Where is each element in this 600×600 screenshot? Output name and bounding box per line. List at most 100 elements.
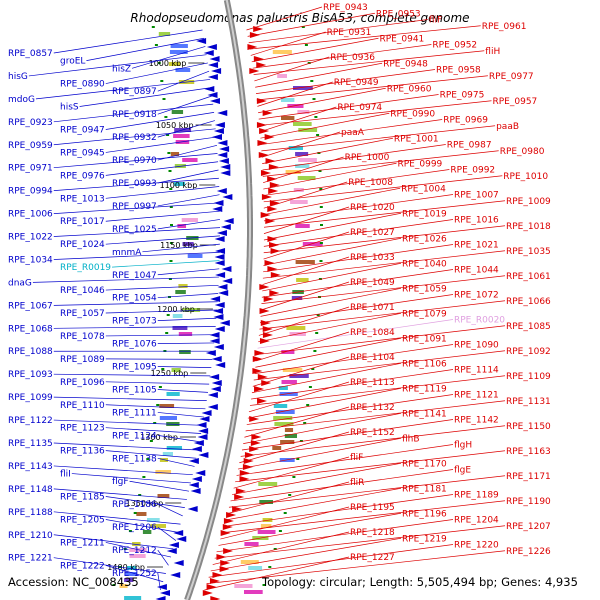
left-gene-label[interactable]: RPE_0970 xyxy=(112,156,157,166)
right-gene-label[interactable]: RPE_1092 xyxy=(506,347,551,357)
right-gene-label[interactable]: flgE xyxy=(454,466,471,476)
right-gene-label[interactable]: RPE_1090 xyxy=(454,341,499,351)
right-gene-label[interactable]: RPE_1009 xyxy=(506,197,551,207)
right-gene-label[interactable]: RPE_1007 xyxy=(454,191,499,201)
right-gene-label[interactable]: RPE_1071 xyxy=(350,303,395,313)
left-gene-label[interactable]: RPE_1088 xyxy=(8,347,53,357)
left-gene-label[interactable]: RPE_1136 xyxy=(60,447,105,457)
left-gene-label[interactable]: RPE_1093 xyxy=(8,370,53,380)
left-gene-label[interactable]: RPE_1096 xyxy=(60,378,105,388)
right-gene-label[interactable]: RPE_1066 xyxy=(506,297,551,307)
left-gene-label[interactable]: RPE_1185 xyxy=(60,493,105,503)
left-gene-label[interactable]: RPE_0945 xyxy=(60,148,105,158)
right-gene-label[interactable]: RPE_1109 xyxy=(506,372,551,382)
right-gene-label[interactable]: RPE_1163 xyxy=(506,447,551,457)
left-gene-label[interactable]: RPE_1186 xyxy=(112,500,157,510)
left-gene-label[interactable]: RPE_1124 xyxy=(112,431,157,441)
left-gene-label[interactable]: RPE_0918 xyxy=(112,110,157,120)
left-gene-label[interactable]: RPE_1057 xyxy=(60,309,105,319)
right-gene-label[interactable]: RPE_1000 xyxy=(345,153,390,163)
left-gene-label[interactable]: RPE_0932 xyxy=(112,133,157,143)
left-gene-label[interactable]: RPE_0890 xyxy=(60,80,105,90)
right-gene-label[interactable]: RPE_1004 xyxy=(401,184,446,194)
left-gene-label[interactable]: RPE_0993 xyxy=(112,179,157,189)
left-gene-label[interactable]: RPE_1078 xyxy=(60,332,105,342)
right-gene-label[interactable]: RPE_0931 xyxy=(327,28,372,38)
left-gene-label[interactable]: RPE_0959 xyxy=(8,141,53,151)
left-gene-label[interactable]: RPE_1022 xyxy=(8,233,53,243)
left-gene-label[interactable]: hisZ xyxy=(112,64,131,74)
right-gene-label[interactable]: RPE_0949 xyxy=(334,78,379,88)
left-gene-label[interactable]: RPE_0857 xyxy=(8,49,53,59)
left-gene-label[interactable]: RPE_0947 xyxy=(60,125,105,135)
right-gene-label[interactable]: RPE_0948 xyxy=(383,59,428,69)
left-gene-label[interactable]: RPE_0994 xyxy=(8,187,53,197)
left-gene-label[interactable]: RPE_1123 xyxy=(60,424,105,434)
right-gene-label[interactable]: RPE_0974 xyxy=(337,103,382,113)
right-gene-label[interactable]: RPE_1196 xyxy=(402,509,447,519)
right-gene-label[interactable]: RPE_1061 xyxy=(506,272,551,282)
right-gene-label[interactable]: RPE_0992 xyxy=(450,166,495,176)
right-gene-label[interactable]: RPE_1219 xyxy=(402,534,447,544)
left-gene-label[interactable]: RPE_1099 xyxy=(8,393,53,403)
right-gene-label[interactable]: fliR xyxy=(350,478,364,488)
right-gene-label[interactable]: RPE_1091 xyxy=(402,334,447,344)
left-gene-label[interactable]: RPE_1122 xyxy=(8,416,53,426)
right-gene-label[interactable]: RPE_1171 xyxy=(506,472,551,482)
left-gene-label[interactable]: RPE_0897 xyxy=(112,87,157,97)
right-gene-label[interactable]: RPE_0943 xyxy=(323,3,368,13)
right-gene-label[interactable]: RPE_0990 xyxy=(390,109,435,119)
right-gene-label[interactable]: paaA xyxy=(341,128,365,138)
left-gene-label[interactable]: RPE_1111 xyxy=(112,408,157,418)
right-gene-label[interactable]: RPE_1044 xyxy=(454,266,499,276)
right-gene-label[interactable]: paaB xyxy=(496,122,519,132)
right-gene-label[interactable]: fliF xyxy=(350,453,363,463)
left-gene-label[interactable]: RPE_R0019 xyxy=(60,263,111,273)
left-gene-label[interactable]: RPE_1135 xyxy=(8,439,53,449)
right-gene-label[interactable]: RPE_1084 xyxy=(350,328,395,338)
right-gene-label[interactable]: RPE_1150 xyxy=(506,422,551,432)
right-gene-label[interactable]: RPE_1207 xyxy=(506,522,551,532)
right-gene-label[interactable]: RPE_1010 xyxy=(503,172,548,182)
left-gene-label[interactable]: dnaG xyxy=(8,278,32,288)
left-gene-label[interactable]: hisS xyxy=(60,103,79,113)
right-gene-label[interactable]: RPE_1033 xyxy=(350,253,395,263)
right-gene-label[interactable]: RPE_0936 xyxy=(330,53,375,63)
right-gene-label[interactable]: RPE_R0020 xyxy=(454,316,505,326)
right-gene-label[interactable]: RPE_1190 xyxy=(506,497,551,507)
left-gene-label[interactable]: flgF xyxy=(112,477,129,487)
left-gene-label[interactable]: RPE_1148 xyxy=(8,485,53,495)
left-gene-label[interactable]: RPE_1221 xyxy=(8,554,53,564)
right-gene-label[interactable]: fliF xyxy=(429,16,442,26)
right-gene-label[interactable]: RPE_1195 xyxy=(350,503,395,513)
right-gene-label[interactable]: RPE_1049 xyxy=(350,278,395,288)
right-gene-label[interactable]: RPE_0961 xyxy=(482,22,527,32)
left-gene-label[interactable]: RPE_1252 xyxy=(112,569,157,579)
right-gene-label[interactable]: RPE_0960 xyxy=(387,84,432,94)
right-gene-label[interactable]: RPE_0969 xyxy=(443,116,488,126)
right-gene-label[interactable]: RPE_1026 xyxy=(402,234,447,244)
left-gene-label[interactable]: fliI xyxy=(60,470,71,480)
right-gene-label[interactable]: RPE_1040 xyxy=(402,259,447,269)
right-gene-label[interactable]: RPE_1181 xyxy=(402,484,447,494)
right-gene-label[interactable]: RPE_1021 xyxy=(454,241,499,251)
left-gene-label[interactable]: RPE_0971 xyxy=(8,164,53,174)
right-gene-label[interactable]: RPE_1001 xyxy=(394,134,439,144)
left-gene-label[interactable]: RPE_1210 xyxy=(8,531,53,541)
right-gene-label[interactable]: RPE_1152 xyxy=(350,428,395,438)
left-gene-label[interactable]: RPE_1068 xyxy=(8,324,53,334)
left-gene-label[interactable]: groEL xyxy=(60,57,85,67)
left-gene-label[interactable]: hisG xyxy=(8,72,28,82)
right-gene-label[interactable]: RPE_0975 xyxy=(440,91,485,101)
left-gene-label[interactable]: RPE_1212 xyxy=(112,546,157,556)
right-gene-label[interactable]: RPE_0952 xyxy=(432,41,477,51)
right-gene-label[interactable]: RPE_0980 xyxy=(500,147,545,157)
right-gene-label[interactable]: RPE_1059 xyxy=(402,284,447,294)
left-gene-label[interactable]: RPE_1025 xyxy=(112,225,157,235)
right-gene-label[interactable]: flgH xyxy=(454,441,472,451)
right-gene-label[interactable]: RPE_1121 xyxy=(454,391,499,401)
left-gene-label[interactable]: RPE_1205 xyxy=(60,515,105,525)
left-gene-label[interactable]: RPE_1138 xyxy=(112,454,157,464)
right-gene-label[interactable]: RPE_1114 xyxy=(454,366,499,376)
left-gene-label[interactable]: RPE_0923 xyxy=(8,118,53,128)
